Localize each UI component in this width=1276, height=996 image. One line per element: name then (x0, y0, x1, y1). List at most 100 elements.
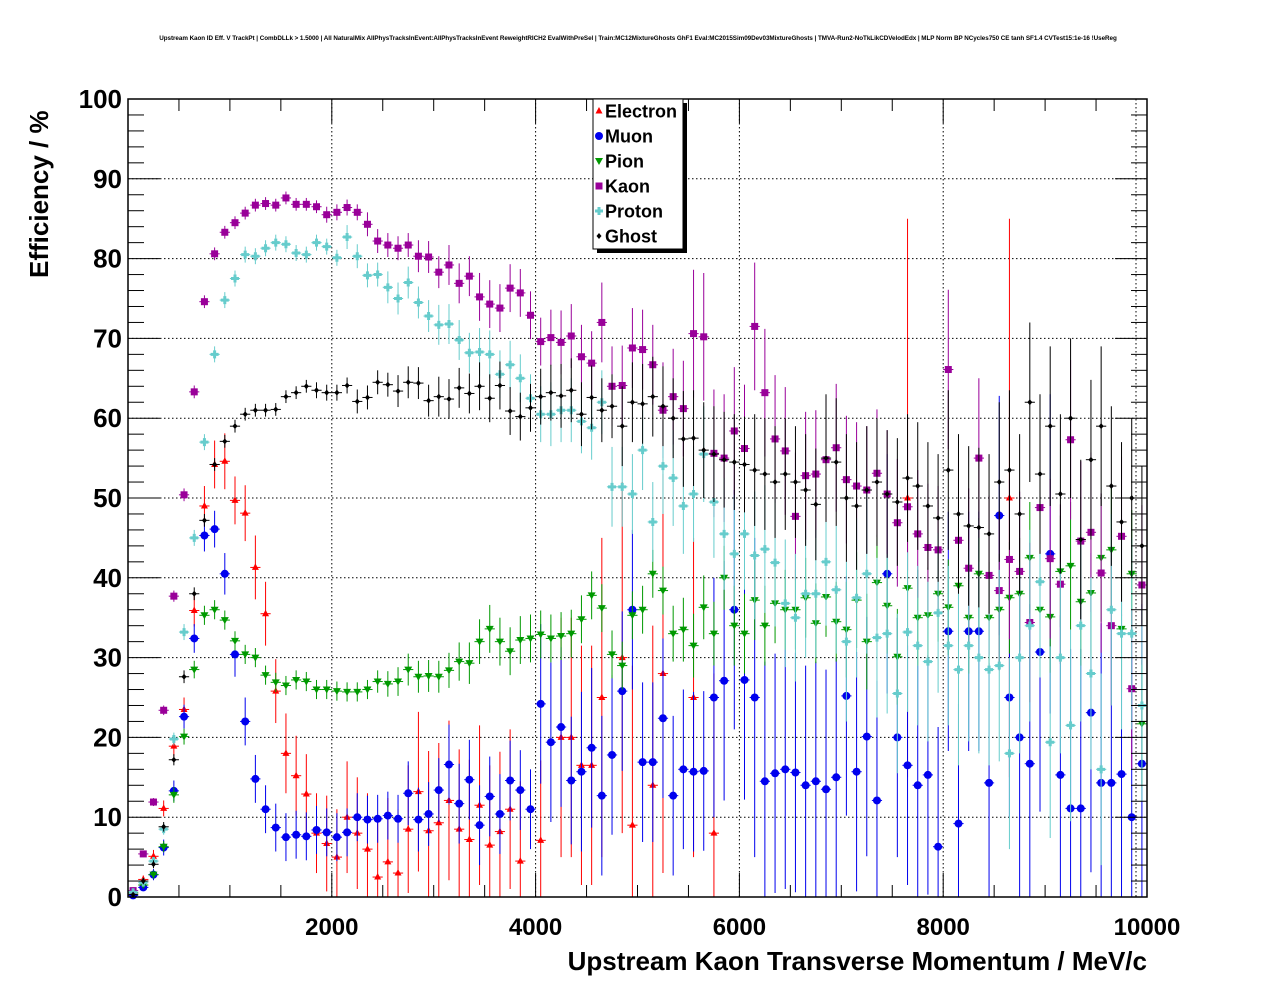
marker-square (547, 334, 555, 342)
data-point-muon (321, 808, 332, 857)
data-point-muon (474, 785, 485, 866)
marker-circle (404, 789, 413, 798)
marker-triangle-down (444, 667, 453, 675)
marker-cross (1046, 738, 1055, 747)
data-point-muon (240, 697, 251, 746)
marker-square (527, 311, 535, 319)
marker-circle (485, 792, 494, 801)
data-point-pion (291, 670, 302, 690)
marker-triangle-down (373, 678, 382, 686)
marker-diamond (1068, 415, 1074, 422)
data-point-kaon (566, 304, 577, 368)
data-point-ghost (392, 375, 404, 408)
marker-diamond (212, 461, 218, 468)
marker-cross (985, 665, 994, 674)
marker-circle (424, 810, 433, 819)
data-point-ghost (1024, 322, 1035, 483)
marker-cross (934, 608, 943, 617)
marker-circle (648, 758, 657, 767)
data-point-pion (189, 660, 200, 679)
data-point-ghost (586, 365, 597, 430)
data-point-electron (280, 713, 292, 794)
data-point-muon (423, 782, 434, 846)
data-point-ghost (994, 402, 1005, 562)
marker-cross (424, 312, 433, 321)
data-point-kaon (392, 236, 404, 261)
marker-circle (791, 768, 800, 777)
chart-title: Upstream Kaon ID Eff. V TrackPt | CombDL… (159, 35, 1117, 42)
data-point-ghost (871, 418, 883, 546)
marker-cross (771, 558, 780, 567)
marker-triangle-down (587, 592, 596, 600)
data-point-muon (341, 808, 353, 857)
marker-triangle-up (486, 841, 494, 848)
marker-triangle-down (465, 660, 474, 668)
data-point-muon (311, 806, 322, 854)
data-point-kaon (382, 233, 393, 258)
data-point-pion (586, 571, 597, 620)
data-point-ghost (963, 446, 974, 606)
marker-triangle-down (699, 604, 708, 612)
data-point-pion (199, 605, 210, 625)
marker-circle (1076, 804, 1085, 813)
marker-circle (414, 815, 423, 824)
data-point-kaon (423, 241, 434, 273)
data-point-kaon (749, 262, 760, 391)
legend-marker-triangle-down (595, 158, 603, 165)
data-point-proton (341, 225, 353, 250)
marker-diamond (314, 387, 320, 394)
marker-circle (750, 693, 759, 702)
marker-triangle-down (689, 642, 698, 650)
marker-square (486, 300, 494, 308)
marker-cross (169, 734, 178, 743)
marker-cross (781, 599, 790, 608)
marker-cross (465, 348, 474, 357)
marker-circle (343, 828, 352, 837)
marker-triangle-up (363, 845, 371, 852)
marker-square (343, 204, 351, 212)
data-point-ghost (250, 403, 261, 417)
data-point-pion (321, 679, 332, 700)
marker-triangle-down (414, 673, 423, 681)
data-point-ghost (810, 448, 821, 561)
marker-triangle-up (384, 857, 392, 865)
data-point-ghost (1116, 442, 1127, 602)
marker-circle (241, 717, 250, 726)
data-point-ghost (341, 377, 353, 394)
marker-triangle-down (271, 679, 280, 687)
marker-cross (1127, 629, 1136, 638)
data-point-proton (606, 446, 618, 527)
marker-triangle-up (251, 563, 259, 570)
data-point-ghost (1065, 338, 1076, 498)
data-point-ghost (851, 442, 862, 570)
marker-cross (506, 360, 515, 369)
data-point-kaon (372, 229, 383, 254)
legend-marker-square (595, 182, 603, 190)
marker-triangle-down (302, 678, 311, 686)
marker-square (1097, 569, 1105, 577)
data-point-pion (1065, 501, 1076, 630)
data-point-kaon (199, 295, 210, 309)
data-point-ghost (199, 513, 210, 527)
data-point-ghost (403, 366, 414, 399)
data-point-ghost (209, 458, 220, 471)
marker-circle (587, 743, 596, 752)
data-point-electron (250, 535, 261, 600)
marker-diamond (945, 467, 951, 474)
marker-circle (281, 833, 290, 842)
marker-diamond (456, 384, 462, 391)
marker-cross (180, 628, 189, 637)
data-point-pion (678, 597, 689, 662)
marker-circle (251, 774, 260, 783)
data-point-muon (484, 756, 495, 837)
marker-square (435, 268, 443, 276)
marker-circle (465, 775, 474, 784)
data-point-proton (403, 266, 414, 299)
marker-diamond (599, 407, 605, 414)
marker-triangle-down (353, 688, 362, 696)
marker-square (363, 220, 371, 228)
data-point-ghost (494, 361, 506, 410)
marker-square (231, 219, 239, 227)
data-point-muon (219, 553, 230, 595)
data-point-proton (352, 244, 363, 269)
